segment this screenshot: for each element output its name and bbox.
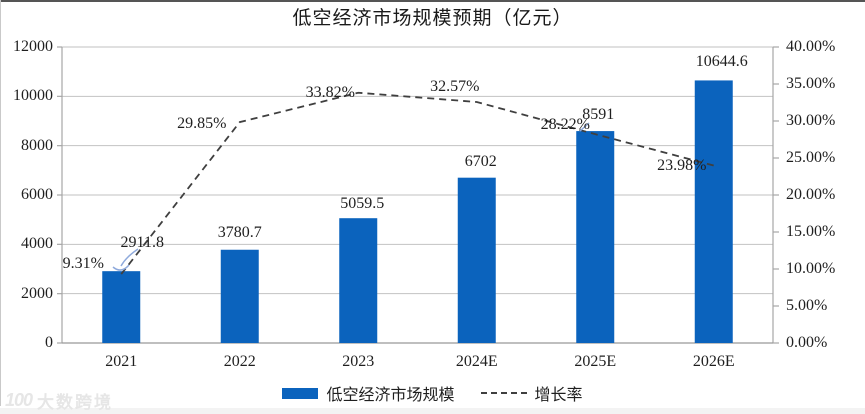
y-axis-tick-label: 4000 bbox=[21, 235, 53, 253]
legend-item-market-size: 低空经济市场规模 bbox=[282, 381, 455, 405]
y2-axis-tick-label: 15.00% bbox=[786, 223, 836, 240]
y-axis-tick-label: 2000 bbox=[21, 284, 53, 302]
bar-value-label: 8591 bbox=[582, 106, 615, 124]
y-axis-tick-label: 8000 bbox=[21, 136, 53, 154]
x-axis-label: 2021 bbox=[105, 353, 138, 370]
watermark-text: 大数跨境 bbox=[37, 393, 114, 412]
y-axis-tick-label: 10000 bbox=[13, 87, 53, 105]
bar-2025E bbox=[576, 131, 615, 343]
bar-2022 bbox=[220, 249, 259, 343]
bar-value-label: 10644.6 bbox=[695, 53, 748, 71]
y2-axis-tick-label: 0.00% bbox=[786, 334, 828, 351]
y2-axis-tick-label: 40.00% bbox=[786, 38, 836, 55]
y2-axis-tick-label: 5.00% bbox=[786, 297, 828, 314]
y-axis-tick-label: 6000 bbox=[21, 186, 53, 203]
y2-axis-tick-label: 20.00% bbox=[786, 186, 836, 203]
growth-rate-label: 23.98% bbox=[657, 156, 707, 174]
watermark-logo-icon: 100 bbox=[5, 390, 33, 410]
bar-series-swatch bbox=[282, 387, 319, 399]
legend-label-growth-rate: 增长率 bbox=[534, 387, 583, 404]
legend: 低空经济市场规模 增长率 bbox=[0, 381, 865, 405]
growth-rate-label: 28.22% bbox=[540, 116, 590, 134]
bar-value-label: 2911.8 bbox=[120, 234, 164, 252]
growth-rate-label: 29.85% bbox=[177, 115, 227, 133]
x-axis-label: 2023 bbox=[342, 353, 375, 370]
dashed-line-swatch bbox=[480, 392, 527, 394]
growth-rate-label: 33.82% bbox=[305, 83, 355, 101]
growth-rate-label: 9.31% bbox=[62, 255, 104, 273]
legend-item-growth-rate: 增长率 bbox=[480, 381, 583, 405]
bar-value-label: 5059.5 bbox=[340, 195, 385, 213]
legend-label-market-size: 低空经济市场规模 bbox=[326, 387, 455, 404]
growth-rate-label: 32.57% bbox=[430, 77, 480, 95]
x-axis-label: 2026E bbox=[692, 353, 735, 370]
leader-line-2911-hook bbox=[112, 264, 130, 271]
y2-axis-tick-label: 10.00% bbox=[786, 260, 836, 277]
watermark: 100 大数跨境 bbox=[5, 388, 113, 413]
y-axis-tick-label: 12000 bbox=[13, 38, 53, 55]
y-axis-tick-label: 0 bbox=[45, 334, 53, 351]
bar-value-label: 3780.7 bbox=[217, 223, 262, 241]
leader-line-8591 bbox=[579, 122, 590, 132]
left-border bbox=[0, 0, 1, 406]
bottom-border bbox=[0, 408, 865, 414]
top-border bbox=[0, 0, 865, 2]
leader-line-2911 bbox=[120, 248, 139, 267]
y2-axis-tick-label: 25.00% bbox=[786, 149, 836, 166]
y2-axis-tick-label: 35.00% bbox=[786, 75, 836, 92]
x-axis-label: 2022 bbox=[223, 353, 256, 370]
x-axis-label: 2025E bbox=[574, 353, 617, 370]
growth-rate-line bbox=[120, 91, 714, 275]
bar-value-label: 6702 bbox=[464, 152, 497, 170]
bar-2023 bbox=[339, 218, 378, 343]
bar-2026E bbox=[694, 80, 733, 343]
bar-2024E bbox=[457, 177, 496, 343]
chart-title: 低空经济市场规模预期（亿元） bbox=[292, 8, 573, 29]
y2-axis-tick-label: 30.00% bbox=[786, 112, 836, 129]
bar-2021 bbox=[102, 271, 141, 343]
x-axis-label: 2024E bbox=[455, 353, 498, 370]
